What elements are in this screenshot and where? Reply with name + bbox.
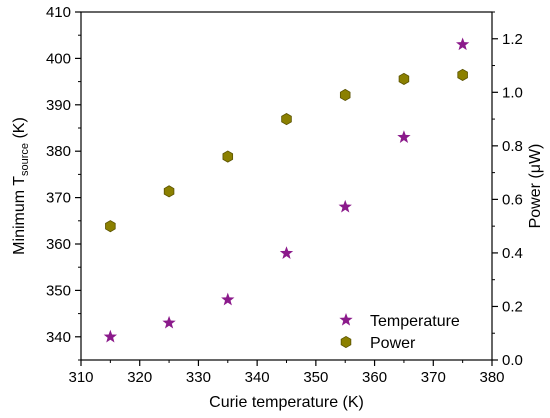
power-legend-marker bbox=[340, 335, 352, 349]
temperature-point bbox=[162, 315, 176, 329]
temperature-point bbox=[397, 130, 411, 143]
temperature-point bbox=[103, 329, 118, 343]
y-left-tick-label: 410 bbox=[46, 4, 71, 21]
x-axis-title: Curie temperature (K) bbox=[209, 394, 364, 411]
y-left-tick-label: 340 bbox=[46, 329, 71, 346]
power-legend-label: Power bbox=[370, 335, 416, 352]
y-left-tick-label: 400 bbox=[46, 50, 71, 67]
y-left-tick-label: 370 bbox=[46, 190, 71, 207]
power-point bbox=[281, 113, 292, 126]
y-right-axis-title: Power (μW) bbox=[527, 144, 544, 229]
x-tick-label: 360 bbox=[362, 369, 387, 386]
x-tick-label: 320 bbox=[127, 369, 152, 386]
temperature-point bbox=[221, 292, 235, 306]
y-right-tick-label: 0.4 bbox=[502, 245, 523, 262]
y-left-axis-title-subscript: source bbox=[19, 143, 31, 176]
temperature-legend-label: Temperature bbox=[370, 313, 460, 330]
y-left-tick-label: 380 bbox=[46, 143, 71, 160]
x-tick-label: 330 bbox=[186, 369, 211, 386]
power-point bbox=[457, 68, 468, 81]
temperature-point bbox=[279, 246, 294, 259]
temperature-point bbox=[455, 37, 470, 51]
plot-area: 310 320 330 340 350 360 370 380 340 350 360 370 380 3… bbox=[46, 4, 523, 386]
x-tick-label: 310 bbox=[68, 369, 93, 386]
y-left-tick-label: 390 bbox=[46, 97, 71, 114]
temperature-legend-marker bbox=[339, 313, 353, 326]
temperature-point bbox=[338, 199, 352, 213]
y-left-axis-title-main: Minimum T bbox=[11, 176, 28, 255]
y-right-tick-label: 0.8 bbox=[502, 138, 523, 155]
plot-frame bbox=[80, 11, 493, 361]
y-right-tick-label: 0.2 bbox=[502, 298, 523, 315]
y-right-tick-label: 1.0 bbox=[502, 84, 523, 101]
power-point bbox=[339, 88, 351, 102]
power-point bbox=[105, 220, 116, 233]
y-right-tick-label: 1.2 bbox=[502, 31, 523, 48]
y-left-axis-title-suffix: (K) bbox=[11, 117, 28, 143]
x-tick-label: 350 bbox=[303, 369, 328, 386]
power-point bbox=[163, 185, 175, 198]
y-left-axis-title: Minimum Tsource (K) bbox=[11, 117, 31, 255]
power-point bbox=[398, 72, 410, 85]
x-tick-label: 380 bbox=[479, 369, 504, 386]
y-left-tick-label: 350 bbox=[46, 282, 71, 299]
legend: Temperature Power bbox=[339, 313, 460, 352]
x-tick-label: 340 bbox=[245, 369, 270, 386]
y-right-tick-label: 0.6 bbox=[502, 191, 523, 208]
x-tick-label: 370 bbox=[421, 369, 446, 386]
power-point bbox=[222, 150, 234, 163]
y-right-tick-label: 0.0 bbox=[502, 352, 523, 369]
y-left-tick-label: 360 bbox=[46, 236, 71, 253]
